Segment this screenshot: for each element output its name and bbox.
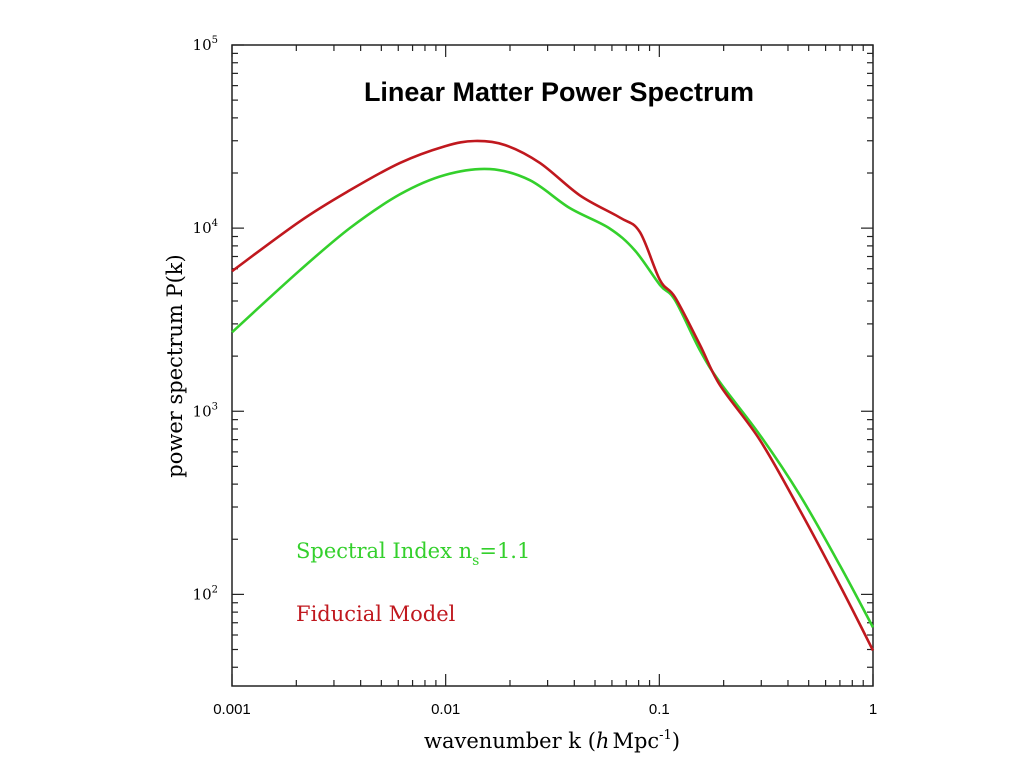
series-line-spectral-index [231, 167, 875, 629]
x-axis-label-post: ) [672, 729, 680, 753]
x-axis-label: wavenumber k (h Mpc-1) [424, 728, 680, 753]
y-tick-labels: 102 103 104 105 [193, 35, 218, 603]
plot-border [231, 44, 874, 687]
legend: Spectral Index ns=1.1 Fiducial Model [296, 539, 530, 626]
chart-title: Linear Matter Power Spectrum [364, 77, 754, 107]
series-line-fiducial-model [231, 139, 875, 652]
x-axis-label-unit: Mpc [612, 729, 659, 753]
legend-subscript: s [472, 553, 479, 569]
x-tick-label: 0.001 [213, 701, 251, 718]
series-lines [231, 139, 875, 652]
y-axis-label: power spectrum P(k) [163, 254, 187, 477]
plot-frame [231, 44, 874, 687]
y-tick-label: 102 [193, 584, 218, 603]
x-axis-label-h: h [596, 729, 610, 753]
axis-ticks [231, 44, 874, 686]
legend-entry-spectral-index: Spectral Index ns=1.1 [296, 539, 530, 569]
x-tick-label: 0.1 [649, 701, 670, 718]
x-tick-label: 1 [869, 701, 877, 718]
x-tick-label: 0.01 [431, 701, 460, 718]
y-tick-label: 104 [193, 218, 218, 237]
legend-value: =1.1 [479, 539, 530, 563]
x-tick-labels: 0.001 0.01 0.1 1 [213, 701, 877, 718]
y-tick-label: 103 [193, 401, 218, 420]
y-tick-label: 105 [193, 35, 218, 54]
x-axis-label-pre: wavenumber k ( [424, 729, 596, 753]
x-axis-label-exponent: -1 [659, 728, 672, 743]
legend-entry-fiducial-model: Fiducial Model [296, 602, 456, 626]
legend-label-spectral-index: Spectral Index n [296, 539, 472, 563]
